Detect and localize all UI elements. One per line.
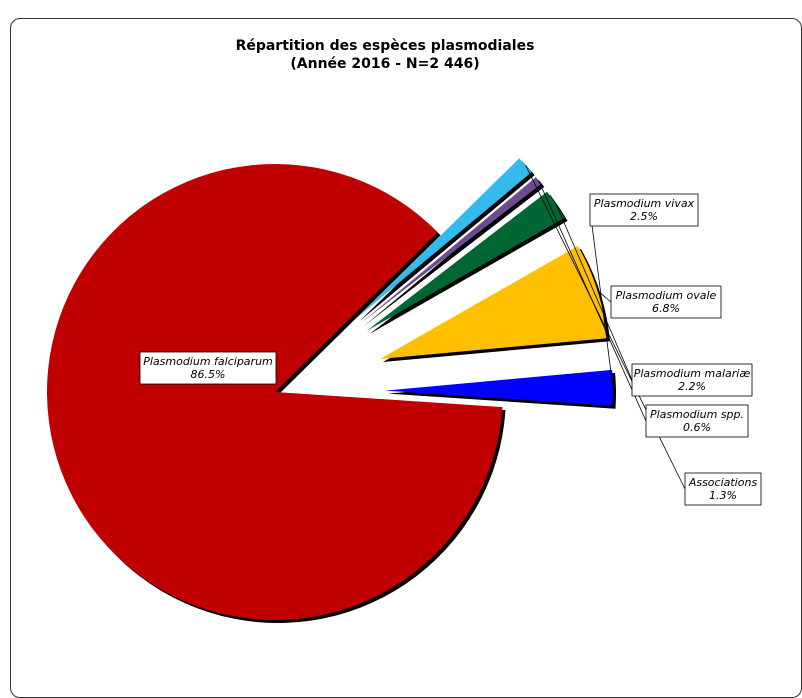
pie-slice-plasmodium-vivax bbox=[384, 369, 613, 406]
slice-label-box bbox=[610, 285, 722, 319]
slice-label-box bbox=[684, 472, 762, 506]
slice-leader-line bbox=[555, 204, 633, 381]
slice-label-value: 86.5% bbox=[191, 368, 226, 381]
slice-label-value: 0.6% bbox=[683, 421, 711, 434]
slice-label-box bbox=[139, 351, 277, 385]
slice-label-name: Associations bbox=[688, 476, 758, 489]
chart-subtitle: (Année 2016 - N=2 446) bbox=[290, 56, 479, 72]
slice-label-box bbox=[645, 404, 749, 438]
slice-leader-line bbox=[589, 209, 614, 388]
pie-slice-plasmodium-ovale bbox=[379, 245, 607, 359]
pie-slice-plasmodium-falciparum bbox=[47, 164, 503, 620]
slice-label-box bbox=[631, 363, 753, 397]
pie-slice-associations bbox=[356, 158, 532, 319]
slice-label-name: Plasmodium spp. bbox=[650, 408, 744, 421]
pie-slice-plasmodium-spp- bbox=[360, 177, 542, 324]
pie-chart: Répartition des espèces plasmodiales (An… bbox=[47, 38, 762, 623]
chart-title: Répartition des espèces plasmodiales bbox=[236, 38, 535, 54]
slice-leader-line bbox=[597, 290, 612, 303]
slice-label-value: 2.2% bbox=[678, 380, 706, 393]
slice-label-box bbox=[589, 193, 699, 227]
slice-label-name: Plasmodium malariæ bbox=[634, 367, 751, 380]
slice-label-name: Plasmodium falciparum bbox=[143, 355, 273, 368]
slice-label-value: 2.5% bbox=[630, 210, 658, 223]
slice-label-value: 6.8% bbox=[652, 302, 680, 315]
slice-label-value: 1.3% bbox=[709, 489, 737, 502]
slice-label-name: Plasmodium ovale bbox=[616, 289, 717, 302]
slice-label-name: Plasmodium vivax bbox=[594, 197, 695, 210]
pie-slice-plasmodium-malari- bbox=[366, 191, 565, 331]
pie-slice-shadow bbox=[363, 180, 545, 327]
